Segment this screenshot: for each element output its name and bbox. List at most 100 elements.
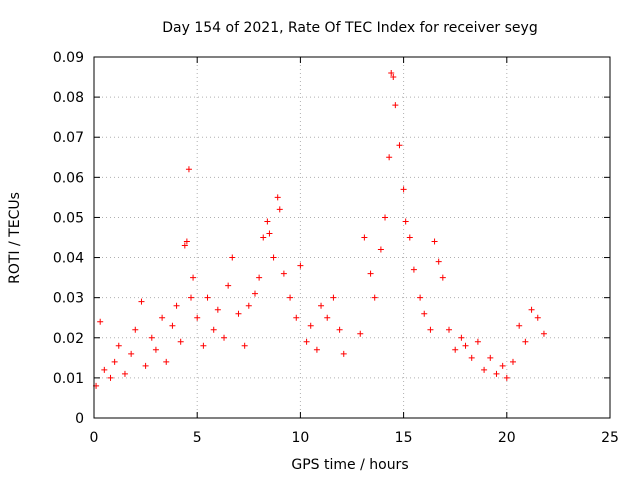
y-tick-label: 0.08 (53, 90, 84, 106)
y-tick-label: 0.07 (53, 130, 84, 146)
data-point (540, 330, 547, 337)
data-point (251, 290, 258, 297)
plot-frame (93, 56, 611, 419)
data-point (417, 294, 424, 301)
data-point (293, 314, 300, 321)
data-point (324, 314, 331, 321)
y-tick-label: 0.04 (53, 251, 84, 267)
data-point (313, 346, 320, 353)
data-point (474, 338, 481, 345)
data-point (276, 206, 283, 213)
data-point (458, 334, 465, 341)
data-point (221, 334, 228, 341)
data-point (280, 270, 287, 277)
data-point (115, 342, 122, 349)
x-axis-label: GPS time / hours (291, 457, 408, 473)
chart-title: Day 154 of 2021, Rate Of TEC Index for r… (162, 20, 537, 36)
data-point (371, 294, 378, 301)
data-point (303, 338, 310, 345)
data-point (97, 318, 104, 325)
data-point (318, 302, 325, 309)
data-point (330, 294, 337, 301)
x-tick-label: 25 (601, 430, 619, 446)
data-point (204, 294, 211, 301)
data-point (185, 166, 192, 173)
data-point (481, 366, 488, 373)
data-point (190, 274, 197, 281)
data-point (396, 142, 403, 149)
data-point (361, 234, 368, 241)
x-tick-label: 5 (193, 430, 202, 446)
data-point (169, 322, 176, 329)
x-tick-label: 10 (291, 430, 309, 446)
x-axis-ticks: 0 5 10 15 20 25 (90, 57, 619, 446)
y-tick-label: 0.06 (53, 170, 84, 186)
y-tick-label: 0.01 (53, 371, 84, 387)
data-point (382, 214, 389, 221)
data-point (287, 294, 294, 301)
x-tick-label: 15 (395, 430, 413, 446)
data-point (266, 230, 273, 237)
x-tick-label: 20 (498, 430, 516, 446)
data-point (493, 370, 500, 377)
data-point (235, 310, 242, 317)
data-point (468, 354, 475, 361)
data-point (357, 330, 364, 337)
data-point (148, 334, 155, 341)
data-point (188, 294, 195, 301)
data-point (462, 342, 469, 349)
data-point (260, 234, 267, 241)
data-point (183, 238, 190, 245)
data-point (406, 234, 413, 241)
data-point (128, 350, 135, 357)
data-point (111, 358, 118, 365)
data-point (509, 358, 516, 365)
data-point (241, 342, 248, 349)
data-point (256, 274, 263, 281)
data-point (528, 306, 535, 313)
data-point (270, 254, 277, 261)
y-axis-ticks: 0 0.01 0.02 0.03 0.04 0.05 0.06 0.07 0.08 0.09 (53, 50, 610, 427)
y-tick-label: 0.05 (53, 210, 84, 226)
data-point (225, 282, 232, 289)
data-point (435, 258, 442, 265)
data-point (194, 314, 201, 321)
data-point (297, 262, 304, 269)
data-point (214, 306, 221, 313)
data-point (101, 366, 108, 373)
data-point (132, 326, 139, 333)
data-point (367, 270, 374, 277)
data-point (138, 298, 145, 305)
data-point (400, 186, 407, 193)
data-point (152, 346, 159, 353)
data-point (388, 70, 395, 77)
data-point (181, 242, 188, 249)
data-point (516, 322, 523, 329)
data-point (487, 354, 494, 361)
data-point (121, 370, 128, 377)
data-point (163, 358, 170, 365)
data-point (307, 322, 314, 329)
data-point (159, 314, 166, 321)
data-point (499, 362, 506, 369)
data-point (200, 342, 207, 349)
data-point (340, 350, 347, 357)
data-point (452, 346, 459, 353)
grid-lines (94, 57, 610, 418)
y-tick-label: 0.03 (53, 291, 84, 307)
data-point (210, 326, 217, 333)
data-point (390, 74, 397, 81)
data-points (93, 70, 547, 389)
data-point (421, 310, 428, 317)
data-point (410, 266, 417, 273)
x-tick-label: 0 (90, 430, 99, 446)
data-point (274, 194, 281, 201)
y-tick-label: 0 (75, 411, 84, 427)
data-point (392, 102, 399, 109)
y-tick-label: 0.02 (53, 331, 84, 347)
data-point (377, 246, 384, 253)
data-point (173, 302, 180, 309)
y-tick-label: 0.09 (53, 50, 84, 66)
data-point (446, 326, 453, 333)
